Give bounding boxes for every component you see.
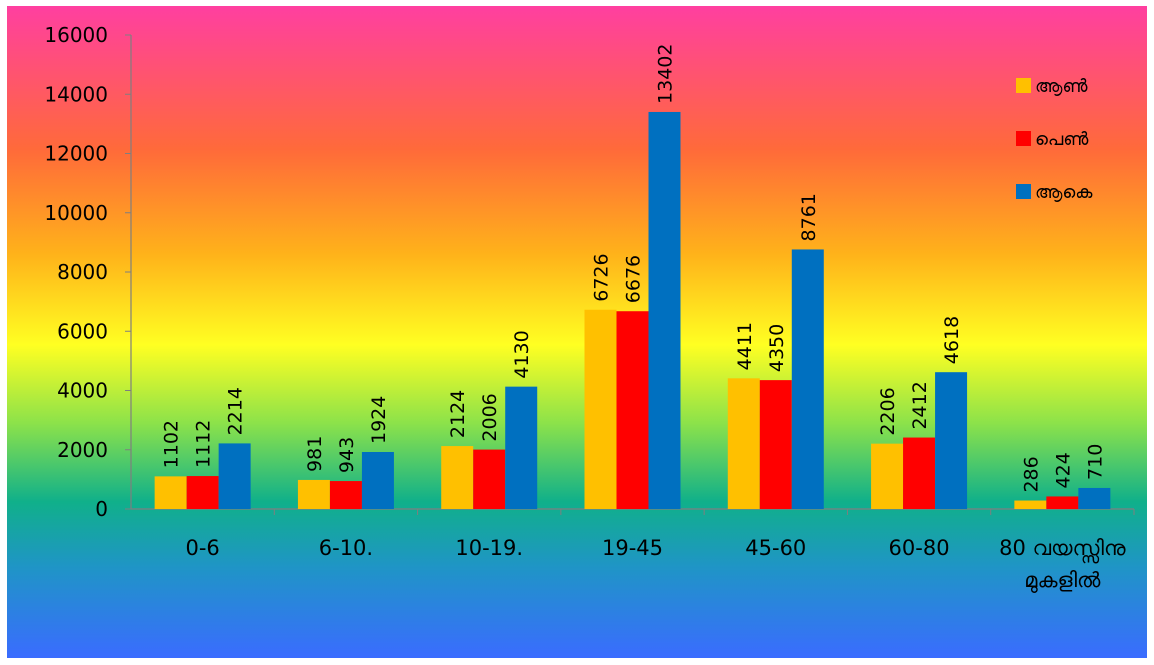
data-label: 2206 — [877, 387, 899, 435]
bar — [727, 378, 760, 509]
data-label: 424 — [1052, 452, 1074, 488]
y-tick-label: 6000 — [57, 319, 108, 343]
legend-swatch — [1016, 184, 1031, 199]
data-label: 2124 — [447, 390, 469, 438]
bar — [473, 449, 506, 509]
bar — [154, 476, 187, 509]
data-label: 8761 — [798, 193, 820, 241]
legend: ആൺ പെൺ ആകെ — [1016, 76, 1093, 203]
x-tick-label: 60-80 — [889, 536, 950, 560]
bar — [1046, 496, 1079, 509]
x-tick-label: 45-60 — [745, 536, 806, 560]
data-label: 1102 — [161, 420, 183, 468]
data-label: 4618 — [941, 316, 963, 364]
bar — [871, 443, 904, 509]
bar — [791, 249, 824, 509]
data-label: 1924 — [368, 396, 390, 444]
y-tick-label: 10000 — [44, 201, 108, 225]
data-label: 4411 — [734, 322, 756, 370]
bar — [441, 446, 474, 509]
data-label: 6726 — [591, 253, 613, 301]
x-tick-label: 6-10. — [319, 536, 373, 560]
x-tick-label: 80 വയസ്സിനു മുകളിൽ — [999, 536, 1126, 592]
data-label: 286 — [1020, 456, 1042, 492]
legend-swatch — [1016, 131, 1031, 146]
y-tick-label: 16000 — [44, 23, 108, 47]
bar — [1014, 500, 1047, 509]
bar — [297, 479, 330, 509]
bar — [1078, 487, 1111, 509]
axes: 0 2000 4000 6000 8000 10000 12000 14000 16000 0-6… — [44, 23, 1135, 592]
bar — [186, 476, 219, 509]
data-label: 4130 — [511, 330, 533, 378]
bar — [361, 452, 394, 509]
legend-label: ആകെ — [1035, 182, 1093, 203]
x-tick-label: 0-6 — [185, 536, 219, 560]
y-tick-label: 2000 — [57, 438, 108, 462]
x-tick-label: 10-19. — [455, 536, 523, 560]
y-tick-label: 14000 — [44, 82, 108, 106]
data-labels-group: 1102 1112 2214 981 943 1924 2124 2006 4130 6726 66… — [161, 44, 1107, 493]
chart-background — [7, 6, 1147, 658]
bar — [759, 380, 792, 509]
bar — [584, 309, 617, 509]
bar — [218, 443, 251, 509]
data-label: 2006 — [479, 393, 501, 441]
data-label: 13402 — [655, 44, 677, 104]
y-tick-label: 0 — [95, 497, 108, 521]
data-label: 1112 — [193, 420, 215, 468]
data-label: 2412 — [909, 381, 931, 429]
bar — [935, 372, 968, 509]
y-tick-label: 4000 — [57, 379, 108, 403]
bar — [329, 481, 362, 509]
bar — [505, 386, 538, 509]
bar — [903, 437, 936, 509]
bar — [616, 311, 649, 509]
y-tick-label: 12000 — [44, 142, 108, 166]
data-label: 2214 — [225, 387, 247, 435]
legend-label: പെൺ — [1035, 129, 1089, 150]
data-label: 4350 — [766, 324, 788, 372]
data-label: 6676 — [623, 255, 645, 303]
data-label: 943 — [336, 437, 358, 473]
data-label: 710 — [1084, 444, 1106, 480]
legend-label: ആൺ — [1035, 76, 1088, 97]
x-tick-label: 19-45 — [602, 536, 663, 560]
data-label: 981 — [304, 436, 326, 472]
legend-swatch — [1016, 78, 1031, 93]
bar — [648, 111, 681, 509]
y-tick-label: 8000 — [57, 260, 108, 284]
bars-group — [154, 111, 1111, 509]
